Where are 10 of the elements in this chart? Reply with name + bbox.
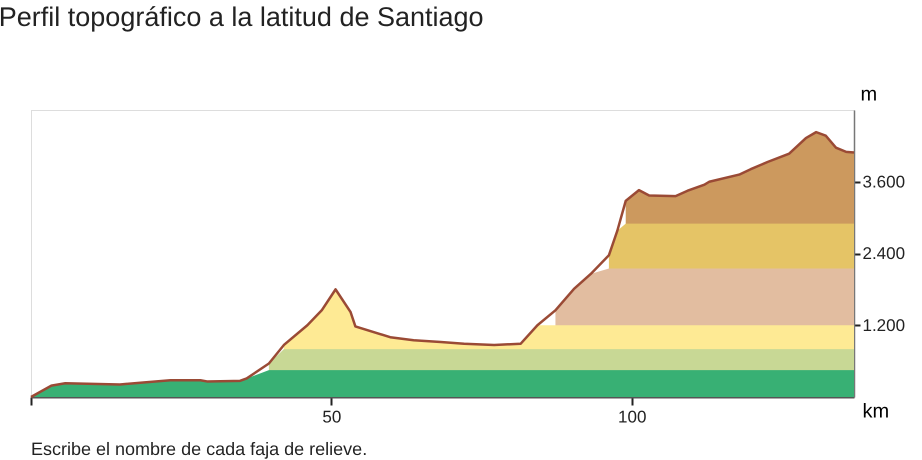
text: Escribe el nombre de cada faja de relieve.	[31, 439, 368, 459]
x-tick-label: 100	[618, 408, 646, 426]
x-tick-label: 50	[322, 408, 342, 426]
y-axis-title: m	[860, 84, 878, 106]
line-series	[30, 130, 856, 398]
chart-title: Perfil topográfico a la latitud de Santiago	[0, 2, 484, 32]
x-axis-title: km	[862, 400, 890, 422]
y-tick-label: 1.200	[862, 316, 906, 335]
y-tick-label: 3.600	[862, 172, 906, 192]
y-tick-label: 2.400	[862, 244, 906, 263]
